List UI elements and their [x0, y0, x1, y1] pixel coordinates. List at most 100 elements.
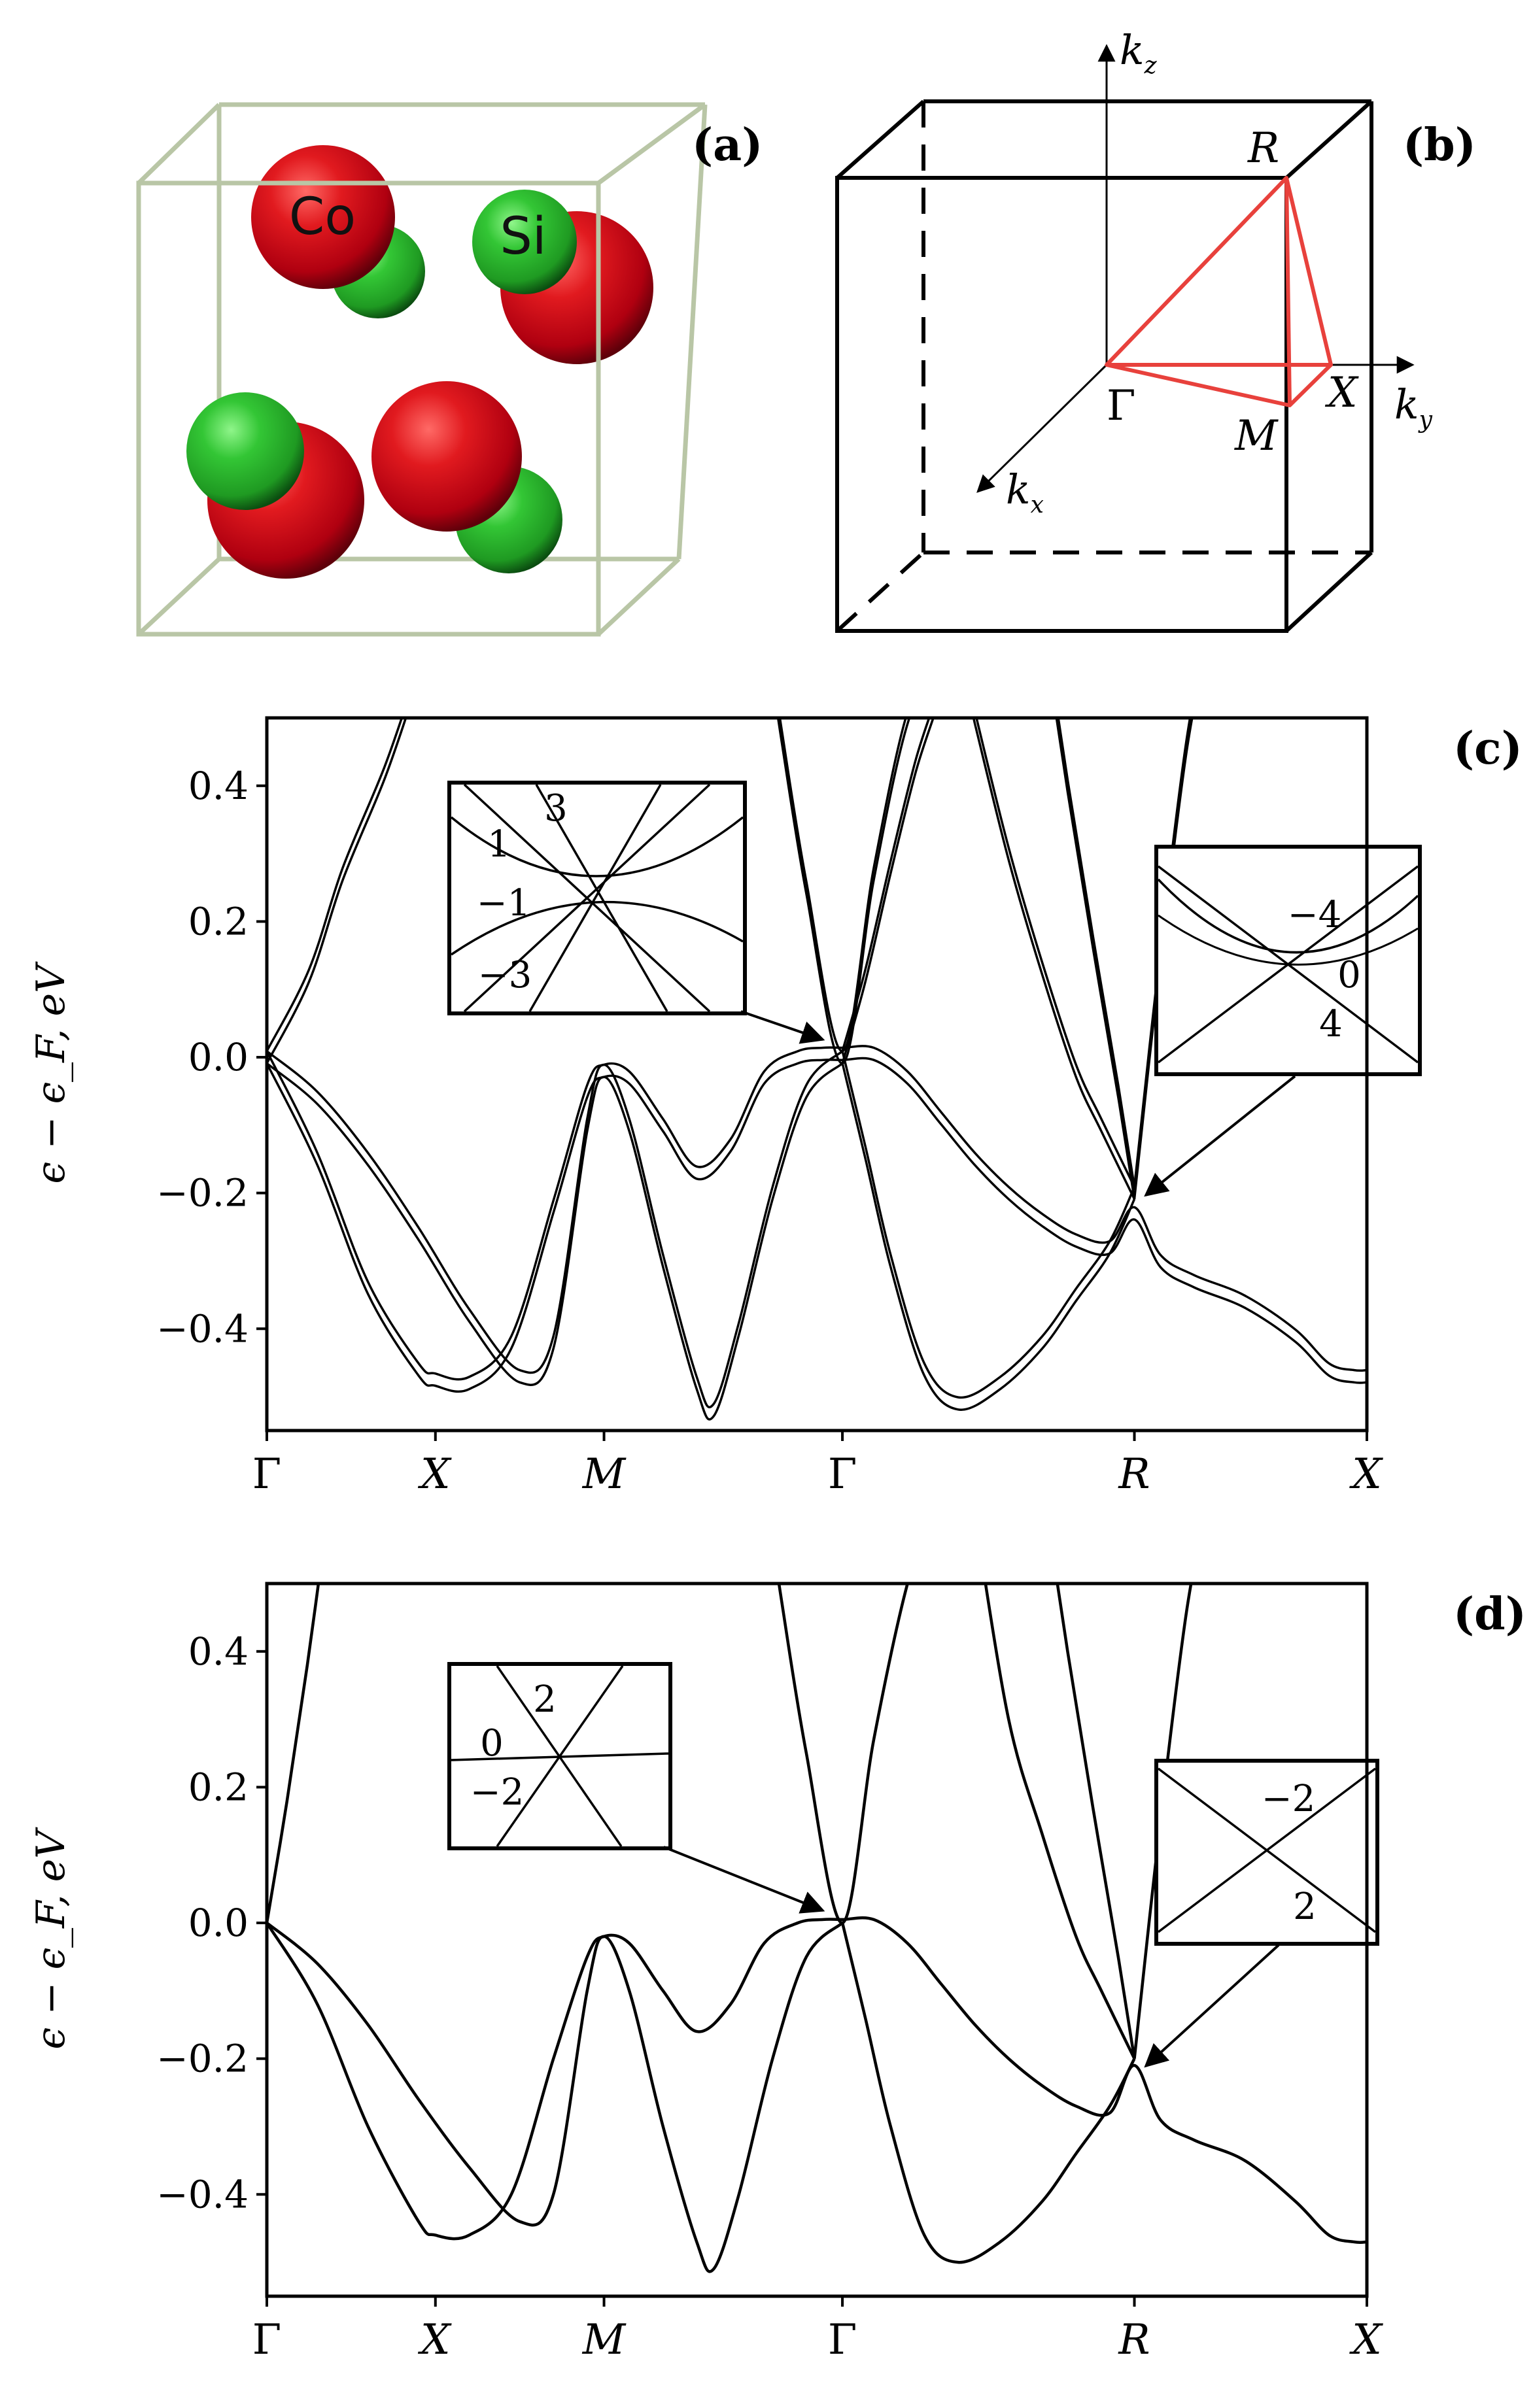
atom-label-co: Co: [289, 188, 356, 246]
x-tick-label: Γ: [252, 1450, 281, 1499]
panel-b: R X M Γ kz ky kx (b): [835, 26, 1476, 633]
band-line: [267, 718, 404, 1052]
band-line: [840, 1922, 1136, 2264]
inset-arrow: [740, 1010, 825, 1044]
axes-frame-d: −0.4 −0.2 0.0 0.2 0.4 Γ X M Γ R Xϵ − ϵ_F, eV: [28, 1582, 1383, 2364]
y-tick-label: 0.0: [188, 1901, 249, 1945]
band-line: [776, 718, 976, 1065]
k-axes: [976, 44, 1415, 493]
inset-label: 0: [480, 1722, 504, 1765]
x-tick-label: X: [417, 2316, 452, 2364]
inset-gamma-c: 3 1 −1 −3: [447, 781, 747, 1015]
axis-label-kz: kz: [1120, 26, 1158, 79]
inset-label: −4: [1288, 894, 1342, 936]
band-structure-chart-c: 3 1 −1 −3 −4 0 4 −0.4−0.20.00.: [28, 716, 1523, 1499]
band-line: [974, 723, 1136, 1200]
point-label-m: M: [1234, 412, 1279, 460]
inset-label: −2: [1262, 1778, 1316, 1820]
inset-label: 3: [544, 787, 568, 830]
inset-arrow: [1144, 1075, 1296, 1197]
band-line: [841, 718, 931, 1052]
y-tick-label: −0.4: [156, 2172, 249, 2216]
y-tick-label: 0.0: [188, 1035, 249, 1079]
inset-r-c: −4 0 4: [1154, 845, 1422, 1076]
axis-label-ky: ky: [1394, 381, 1433, 433]
y-tick-label: 0.4: [188, 1629, 249, 1674]
point-label-gamma: Γ: [1107, 382, 1135, 430]
x-tick-label: M: [582, 1450, 627, 1499]
x-tick-label: Γ: [252, 2316, 281, 2364]
panel-a: Co Si (a): [136, 102, 763, 637]
band-line: [267, 1916, 1367, 2244]
y-tick-label: 0.4: [188, 764, 249, 808]
panel-label-c: (c): [1453, 722, 1523, 775]
y-tick-label: −0.2: [156, 2037, 249, 2081]
axis-label-kx: kx: [1006, 466, 1044, 518]
atom-co: [371, 381, 522, 532]
inset-label: 4: [1319, 1003, 1343, 1045]
band-curves-d: [267, 1584, 1367, 2273]
inset-label: 0: [1337, 954, 1361, 996]
plot-frame: [265, 1582, 1369, 2298]
band-structure-chart-d: 2 0 −2 −2 2 −0.4 −0.2 0.0 0.2 0.4 Γ X M Γ R Xϵ − ϵ…: [28, 1582, 1526, 2364]
x-tick-label: X: [1349, 1450, 1383, 1499]
inset-gamma-d: 2 0 −2: [447, 1662, 672, 1850]
band-line: [841, 718, 935, 1064]
atom-label-si: Si: [500, 207, 546, 266]
band-line: [267, 1050, 844, 1409]
band-line: [841, 1051, 1136, 1399]
panel-label-a: (a): [692, 119, 763, 171]
band-line: [777, 1584, 909, 1925]
band-line: [975, 718, 1136, 1188]
x-tick-label: Γ: [828, 2316, 857, 2364]
insets-c: 3 1 −1 −3 −4 0 4: [447, 781, 1422, 1197]
x-tick-label: R: [1118, 1450, 1150, 1499]
band-line: [1133, 1584, 1193, 2059]
inset-label: 2: [1293, 1886, 1317, 1928]
x-tick-label: R: [1118, 2316, 1150, 2364]
point-label-r: R: [1247, 124, 1279, 173]
y-axis-label: ϵ − ϵ_F, eV: [28, 1827, 74, 2050]
x-tick-label: M: [582, 2316, 627, 2364]
unit-cell-front: [136, 103, 708, 637]
band-line: [267, 1062, 844, 1421]
inset-label: −1: [477, 882, 531, 924]
inset-label: 2: [533, 1678, 557, 1721]
x-tick-label: Γ: [828, 1450, 857, 1499]
axes-frame-c: −0.4 −0.2 0.0 0.2 0.4 Γ X M Γ R Xϵ − ϵ_F, eV: [28, 716, 1383, 1499]
band-curves-c: [267, 718, 1367, 1421]
band-line: [778, 718, 907, 1053]
y-tick-label: 0.2: [188, 1765, 249, 1809]
band-line: [984, 1584, 1136, 2060]
inset-r-d: −2 2: [1154, 1759, 1379, 1946]
inset-label: −3: [478, 954, 532, 996]
band-line: [267, 718, 407, 1064]
atom-si: [186, 392, 304, 510]
irreducible-path: [1105, 176, 1333, 407]
plot-frame: [265, 716, 1369, 1433]
panel-label-b: (b): [1403, 119, 1476, 171]
inset-label: 1: [487, 823, 511, 866]
band-line: [1056, 1584, 1136, 2060]
band-line: [267, 1584, 320, 1924]
band-line: [267, 1057, 1367, 1393]
band-line: [267, 1045, 1367, 1381]
insets-d: 2 0 −2 −2 2: [447, 1662, 1379, 2068]
inset-label: −2: [470, 1771, 525, 1814]
y-tick-label: −0.4: [156, 1306, 249, 1351]
y-axis-label: ϵ − ϵ_F, eV: [28, 961, 74, 1184]
band-line: [1055, 718, 1136, 1200]
band-line: [1057, 718, 1136, 1187]
y-tick-label: 0.2: [188, 899, 249, 943]
x-tick-label: X: [1349, 2316, 1383, 2364]
point-label-x: X: [1324, 369, 1359, 417]
inset-arrow: [663, 1846, 825, 1914]
inset-arrow: [1144, 1944, 1280, 2068]
y-tick-label: −0.2: [156, 1171, 249, 1215]
atom-si: [472, 190, 577, 294]
x-tick-label: X: [417, 1450, 452, 1499]
band-line: [841, 1062, 1136, 1411]
panel-label-d: (d): [1453, 1588, 1526, 1640]
band-line: [267, 1922, 844, 2273]
